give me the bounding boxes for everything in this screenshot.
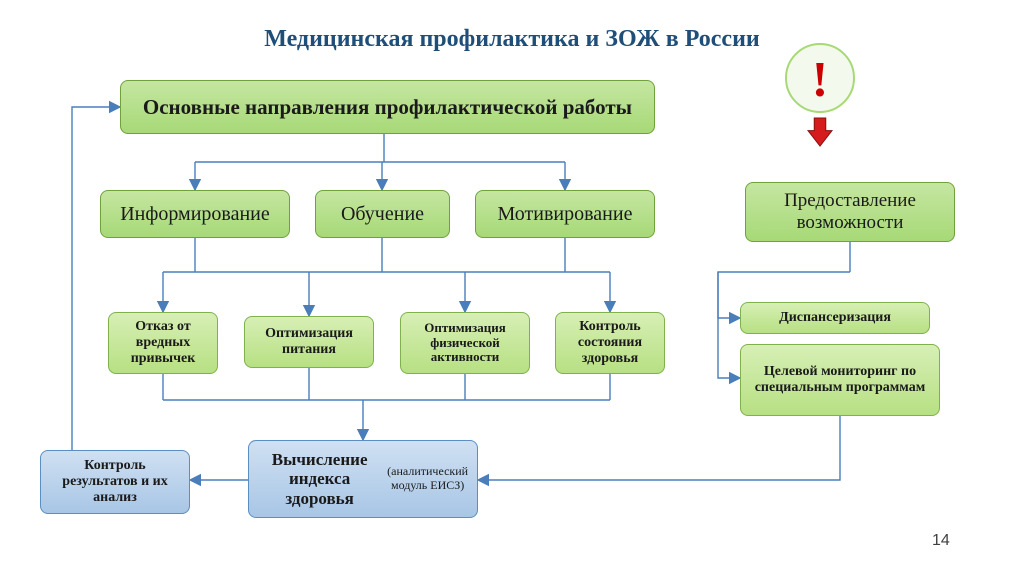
node-nutr: Оптимизация питания bbox=[244, 316, 374, 368]
node-info: Информирование bbox=[100, 190, 290, 238]
red-arrow-icon bbox=[808, 118, 832, 146]
node-health: Контроль состояния здоровья bbox=[555, 312, 665, 374]
node-disp: Диспансеризация bbox=[740, 302, 930, 334]
node-ctrl: Контроль результатов и их анализ bbox=[40, 450, 190, 514]
diagram-title: Медицинская профилактика и ЗОЖ в России bbox=[0, 26, 1024, 53]
exclamation-icon: ! bbox=[812, 51, 829, 107]
node-phys: Оптимизация физической активности bbox=[400, 312, 530, 374]
node-train: Обучение bbox=[315, 190, 450, 238]
node-main: Основные направления профилактической ра… bbox=[120, 80, 655, 134]
node-motiv: Мотивирование bbox=[475, 190, 655, 238]
node-refuse: Отказ от вредных привычек bbox=[108, 312, 218, 374]
page-number: 14 bbox=[932, 532, 950, 550]
node-index: Вычисление индекса здоровья(аналитически… bbox=[248, 440, 478, 518]
node-prov: Предоставление возможности bbox=[745, 182, 955, 242]
node-monit: Целевой мониторинг по специальным програ… bbox=[740, 344, 940, 416]
